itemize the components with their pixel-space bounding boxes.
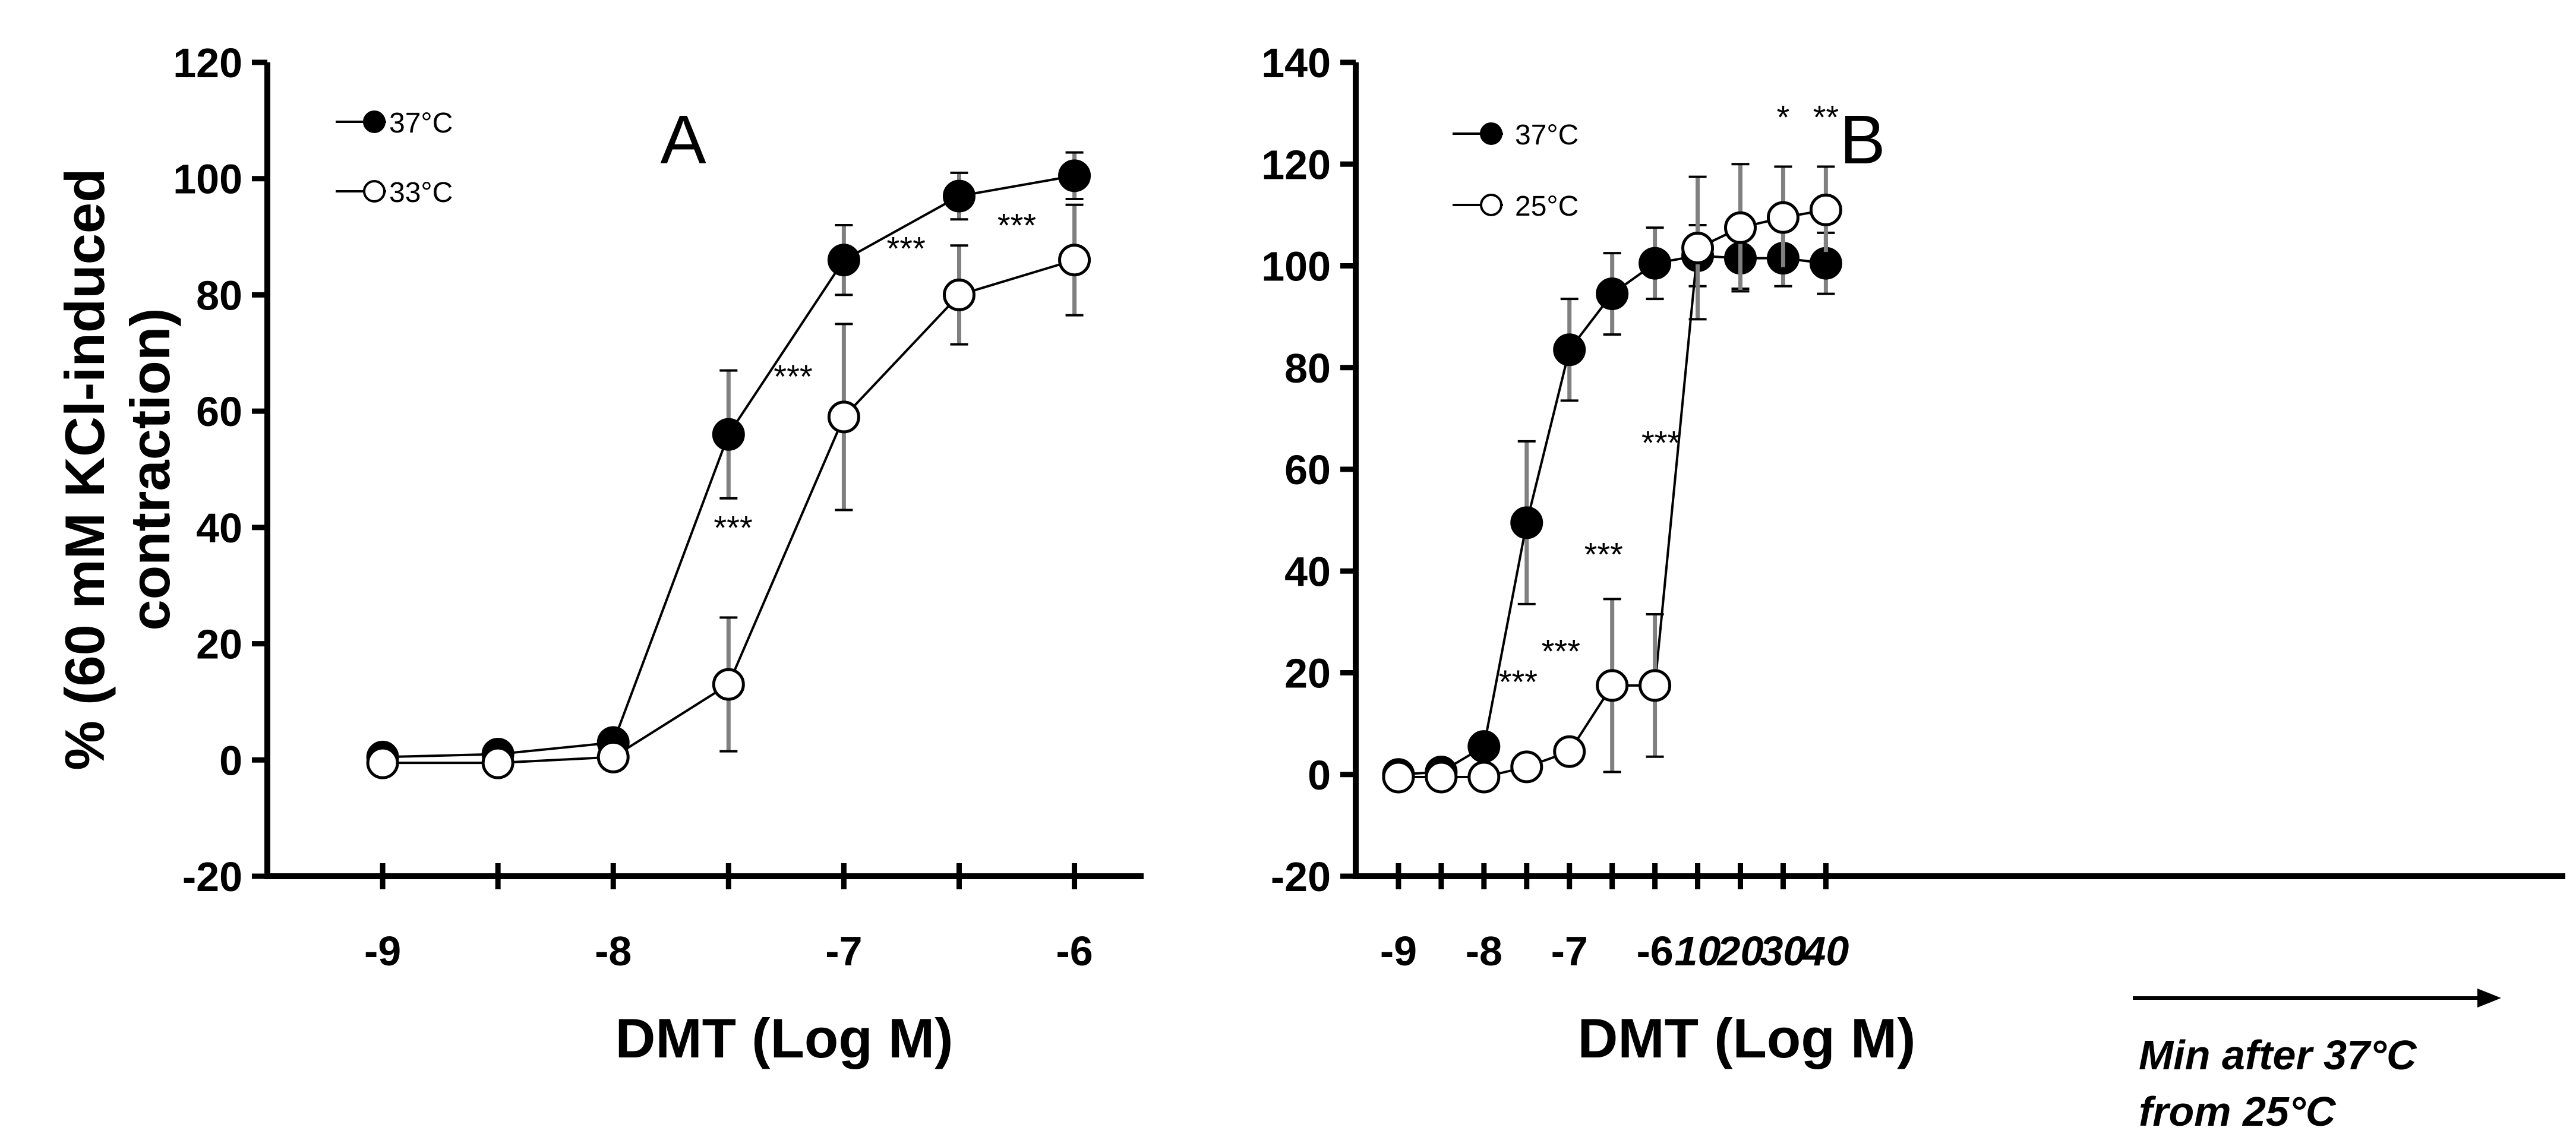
y-axis-title-line: % (60 mM KCl-induced xyxy=(53,168,116,770)
data-point xyxy=(1639,669,1672,702)
y-tick-label: 0 xyxy=(219,737,242,784)
data-point xyxy=(1382,760,1415,794)
data-point xyxy=(1723,211,1757,244)
y-tick-label: 140 xyxy=(1261,40,1331,86)
significance-annotation: *** xyxy=(997,207,1036,244)
legend-marker xyxy=(363,110,386,133)
y-tick-label: 80 xyxy=(1284,345,1331,391)
data-point xyxy=(1510,750,1543,784)
data-point xyxy=(481,746,514,779)
legend-label: 37°C xyxy=(1515,119,1579,151)
data-point xyxy=(942,278,976,311)
legend-label: 37°C xyxy=(389,108,453,139)
data-point xyxy=(1553,333,1586,367)
y-tick-label: 120 xyxy=(1261,141,1331,188)
x-tick-label: 10 xyxy=(1675,928,1721,974)
y-tick-label: 80 xyxy=(196,272,242,318)
y-axis-title: % (60 mM KCl-inducedcontraction) xyxy=(53,168,181,770)
x-axis-title: DMT (Log M) xyxy=(615,1007,953,1069)
x-tick-label: -7 xyxy=(1551,928,1588,974)
series-open xyxy=(366,203,1091,779)
time-axis-caption: Min after 37°C xyxy=(2139,1032,2417,1078)
y-tick-label: 100 xyxy=(1261,244,1331,290)
data-point xyxy=(827,400,860,434)
data-point xyxy=(827,244,860,277)
y-tick-label: 40 xyxy=(1284,548,1331,595)
y-axis-title-line: contraction) xyxy=(119,308,181,630)
legend-marker xyxy=(1480,122,1502,145)
data-point xyxy=(1510,506,1543,539)
x-tick-label: -8 xyxy=(1466,928,1502,974)
significance-annotation: * xyxy=(1777,98,1790,135)
legend-label: 25°C xyxy=(1515,191,1579,222)
panel-a: -20 0 20 40 60 80 100 120 -9 -8 -7 -6 DMT (Log M) % (… xyxy=(53,40,1144,1069)
significance-annotation: *** xyxy=(1499,663,1538,700)
data-point xyxy=(1425,760,1458,794)
y-tick-label: 60 xyxy=(196,389,242,435)
y-tick-label: 100 xyxy=(173,156,242,203)
data-point xyxy=(712,418,745,451)
data-point xyxy=(1596,669,1629,702)
legend-marker xyxy=(1480,194,1502,216)
y-tick-label: 0 xyxy=(1308,752,1331,798)
x-tick-label: -6 xyxy=(1636,928,1673,974)
data-point xyxy=(1058,244,1091,277)
time-axis-caption: from 25°C xyxy=(2139,1088,2337,1135)
x-axis-title: DMT (Log M) xyxy=(1577,1007,1915,1069)
significance-annotation: *** xyxy=(1584,536,1623,573)
significance-annotation: *** xyxy=(1542,632,1580,670)
x-tick-label: 40 xyxy=(1801,928,1849,974)
y-tick-label: 20 xyxy=(196,621,242,668)
x-tick-label: -6 xyxy=(1056,928,1093,974)
significance-annotation: ** xyxy=(1813,98,1839,135)
x-tick-label: -9 xyxy=(364,928,401,974)
x-tick-label: -7 xyxy=(825,928,862,974)
x-tick-label: -8 xyxy=(595,928,632,974)
data-point xyxy=(1766,201,1800,234)
data-point xyxy=(1467,730,1501,763)
data-point xyxy=(1553,735,1586,768)
series-open xyxy=(1382,163,1842,794)
data-point xyxy=(596,740,630,773)
data-point xyxy=(1058,159,1091,192)
data-point xyxy=(712,668,745,701)
x-tick-label: -9 xyxy=(1380,928,1417,974)
data-point xyxy=(1681,232,1715,265)
data-point xyxy=(1467,760,1501,794)
data-point xyxy=(1639,247,1672,280)
y-tick-label: 40 xyxy=(196,505,242,551)
data-point xyxy=(366,746,399,779)
panel-label: A xyxy=(660,101,706,178)
data-point xyxy=(942,179,976,213)
time-arrow-head xyxy=(2477,989,2501,1008)
x-tick-label: 20 xyxy=(1716,928,1764,974)
x-tick-label: 30 xyxy=(1760,928,1806,974)
significance-annotation: *** xyxy=(714,509,752,546)
data-point xyxy=(1809,193,1842,226)
legend-marker xyxy=(363,180,386,203)
significance-annotation: *** xyxy=(774,358,812,395)
y-tick-label: -20 xyxy=(182,854,242,900)
y-tick-label: 20 xyxy=(1284,650,1331,697)
significance-annotation: *** xyxy=(1641,424,1680,461)
y-tick-label: 120 xyxy=(173,40,242,86)
data-point xyxy=(1596,277,1629,311)
significance-annotation: *** xyxy=(887,230,926,267)
y-tick-label: -20 xyxy=(1271,854,1331,900)
legend-label: 33°C xyxy=(389,177,453,209)
y-tick-label: 60 xyxy=(1284,447,1331,493)
panel-label: B xyxy=(1839,101,1885,178)
